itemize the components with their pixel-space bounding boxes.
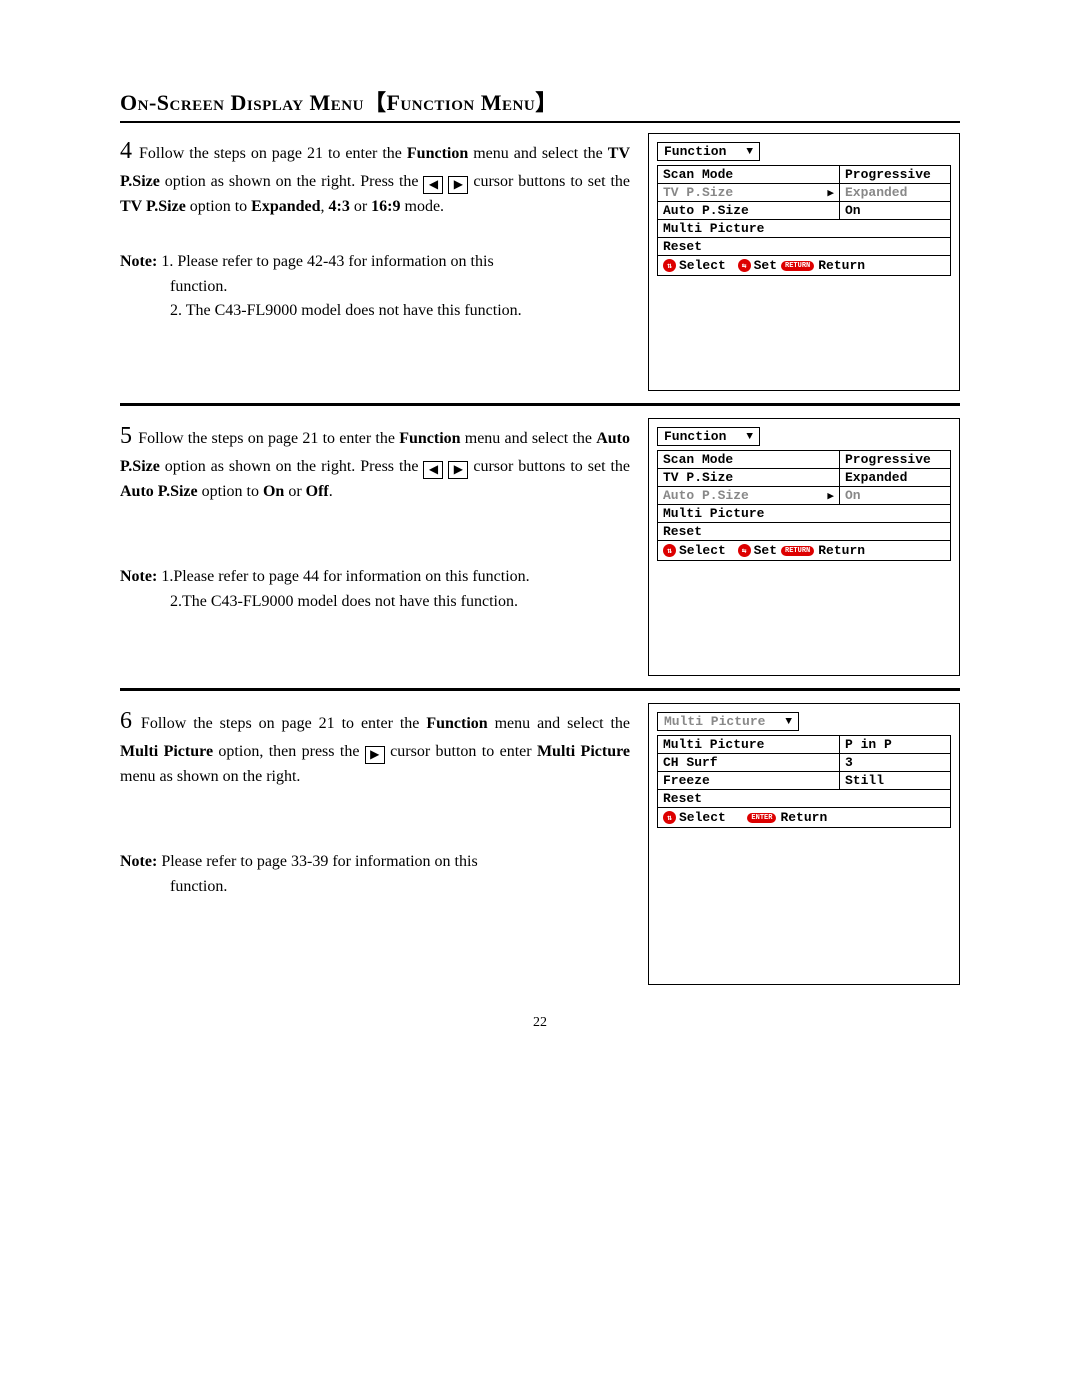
- osd-screenshot-1: Function▼ Scan Mode Progressive TV P.Size ▶…: [648, 133, 960, 391]
- divider: [120, 688, 960, 691]
- osd-item-label: TV P.Size: [663, 470, 733, 485]
- osd-row: Multi Picture P in P: [658, 736, 950, 754]
- osd-item-label: Multi Picture: [663, 221, 764, 236]
- divider: [120, 403, 960, 406]
- osd-row: Scan Mode Progressive: [658, 166, 950, 184]
- osd-item-value: Progressive: [840, 451, 950, 468]
- title-bracket: 【Function Menu】: [364, 90, 558, 115]
- osd-header: Multi Picture▼: [657, 712, 799, 731]
- osd-row: Auto P.Size ▶ On: [658, 487, 950, 505]
- dropdown-icon: ▼: [746, 146, 753, 158]
- osd-item-label: TV P.Size: [663, 185, 733, 200]
- osd-item-label: CH Surf: [663, 755, 718, 770]
- osd-item-label: Scan Mode: [663, 167, 733, 182]
- osd-item-label: Reset: [663, 524, 702, 539]
- osd-item-label: Reset: [663, 791, 702, 806]
- step-5-text: 5 Follow the steps on page 21 to enter t…: [120, 418, 630, 614]
- osd-row: Scan Mode Progressive: [658, 451, 950, 469]
- osd-screenshot-3: Multi Picture▼ Multi PictureP in PCH Sur…: [648, 703, 960, 985]
- select-icon: ⇅: [663, 259, 676, 272]
- osd-item-label: Auto P.Size: [663, 488, 749, 503]
- page-title: On-Screen Display Menu【Function Menu】: [120, 85, 960, 123]
- osd-row: Multi Picture: [658, 220, 950, 238]
- osd-item-label: Auto P.Size: [663, 203, 749, 218]
- osd-row: TV P.Size Expanded: [658, 469, 950, 487]
- arrow-right-icon: ▶: [827, 489, 834, 503]
- osd-item-label: Scan Mode: [663, 452, 733, 467]
- step-4: 4 Follow the steps on page 21 to enter t…: [120, 133, 960, 391]
- osd-item-value: 3: [840, 754, 950, 771]
- arrow-right-icon: ▶: [827, 186, 834, 200]
- right-cursor-icon: ▶: [448, 176, 468, 194]
- step-number: 5: [120, 423, 132, 449]
- left-cursor-icon: ◀: [423, 461, 443, 479]
- osd-row: CH Surf 3: [658, 754, 950, 772]
- osd-item-value: Still: [840, 772, 950, 789]
- osd-item-value: Progressive: [840, 166, 950, 183]
- osd-row: Auto P.Size On: [658, 202, 950, 220]
- osd-row: Reset: [658, 238, 950, 255]
- right-cursor-icon: ▶: [365, 746, 385, 764]
- osd-item-value: P in P: [840, 736, 950, 753]
- dropdown-icon: ▼: [785, 716, 792, 728]
- page-number: 22: [120, 1015, 960, 1031]
- enter-button-icon: ENTER: [747, 813, 776, 823]
- osd-row: Freeze Still: [658, 772, 950, 790]
- right-cursor-icon: ▶: [448, 461, 468, 479]
- step-number: 4: [120, 138, 132, 164]
- step-6-note: Note: Please refer to page 33-39 for inf…: [120, 850, 630, 900]
- return-button-icon: RETURN: [781, 546, 814, 556]
- osd-footer: ⇅Select ENTERReturn: [657, 808, 951, 828]
- osd-item-value: On: [840, 487, 950, 504]
- osd-footer: ⇅Select ⇆Set RETURNReturn: [657, 256, 951, 276]
- osd-item-value: On: [840, 202, 950, 219]
- osd-item-label: Multi Picture: [663, 506, 764, 521]
- osd-screenshot-2: Function▼ Scan Mode Progressive TV P.Size E…: [648, 418, 960, 676]
- step-4-text: 4 Follow the steps on page 21 to enter t…: [120, 133, 630, 324]
- osd-item-label: Freeze: [663, 773, 710, 788]
- step-4-note: Note: 1. Please refer to page 42-43 for …: [120, 250, 630, 324]
- set-icon: ⇆: [738, 544, 751, 557]
- osd-row: Reset: [658, 523, 950, 540]
- dropdown-icon: ▼: [746, 431, 753, 443]
- osd-row: TV P.Size ▶ Expanded: [658, 184, 950, 202]
- osd-header: Function▼: [657, 427, 760, 446]
- osd-item-label: Reset: [663, 239, 702, 254]
- select-icon: ⇅: [663, 811, 676, 824]
- select-icon: ⇅: [663, 544, 676, 557]
- step-number: 6: [120, 708, 132, 734]
- step-6-text: 6 Follow the steps on page 21 to enter t…: [120, 703, 630, 899]
- step-5-note: Note: 1.Please refer to page 44 for info…: [120, 565, 630, 615]
- step-6: 6 Follow the steps on page 21 to enter t…: [120, 703, 960, 985]
- osd-item-value: Expanded: [840, 184, 950, 201]
- osd-item-label: Multi Picture: [663, 737, 764, 752]
- step-5: 5 Follow the steps on page 21 to enter t…: [120, 418, 960, 676]
- left-cursor-icon: ◀: [423, 176, 443, 194]
- osd-item-value: Expanded: [840, 469, 950, 486]
- set-icon: ⇆: [738, 259, 751, 272]
- osd-row: Multi Picture: [658, 505, 950, 523]
- title-main: On-Screen Display Menu: [120, 90, 364, 115]
- osd-footer: ⇅Select ⇆Set RETURNReturn: [657, 541, 951, 561]
- osd-header: Function▼: [657, 142, 760, 161]
- return-button-icon: RETURN: [781, 261, 814, 271]
- osd-row: Reset: [658, 790, 950, 807]
